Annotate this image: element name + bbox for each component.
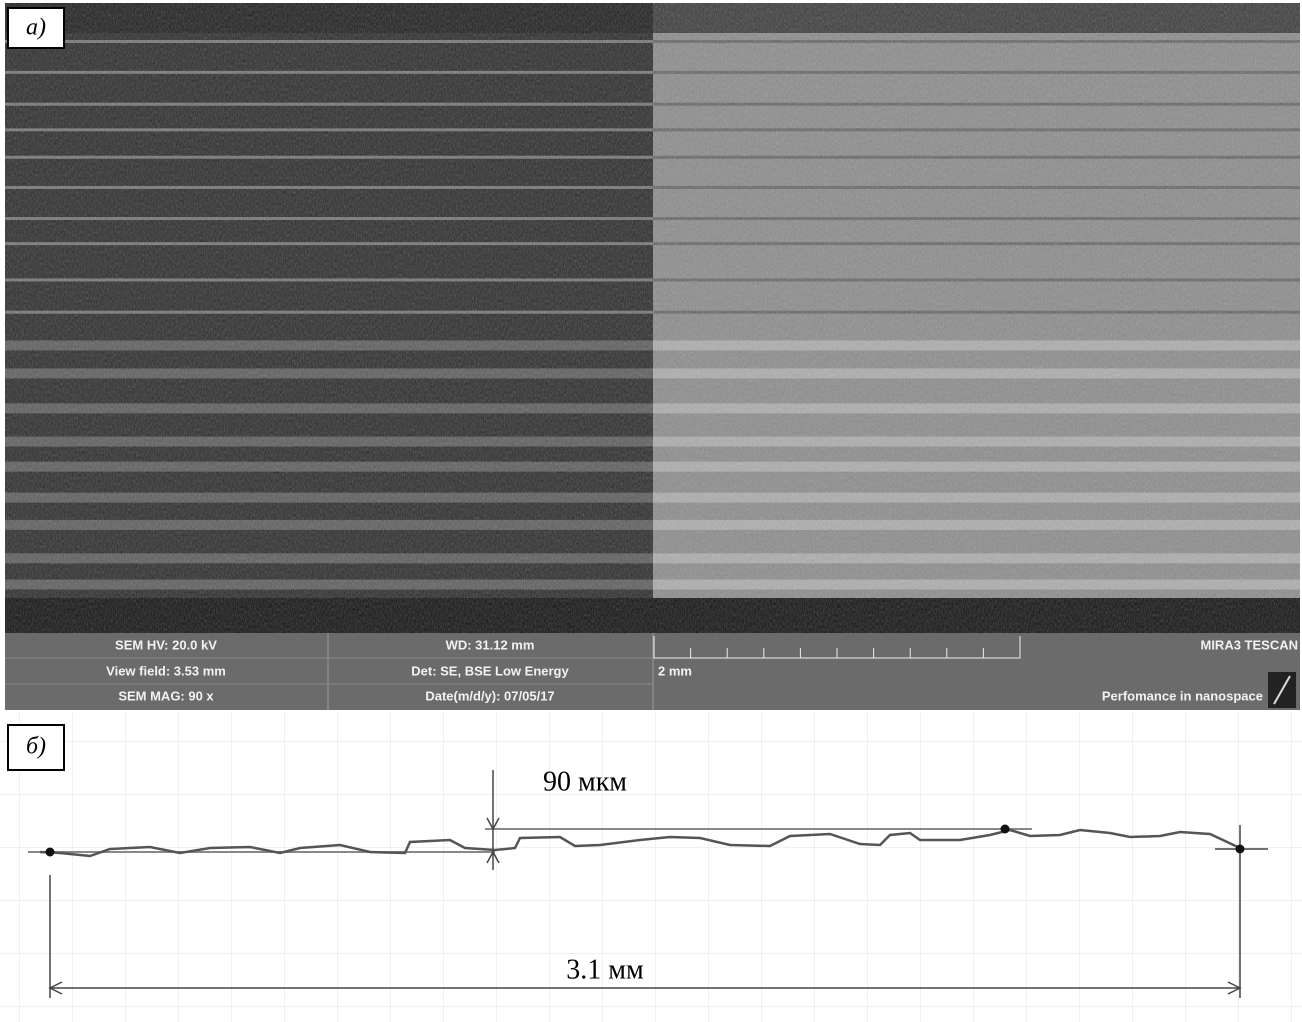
info-text: SEM MAG: 90 x: [118, 688, 214, 703]
length-label: 3.1 мм: [566, 954, 644, 985]
scale-bar: [653, 636, 1021, 659]
step-label: 90 мкм: [543, 766, 627, 797]
label-box: [7, 7, 65, 49]
info-text: Det: SE, BSE Low Energy: [411, 663, 569, 678]
panel-label: а): [26, 15, 46, 41]
info-bar: SEM HV: 20.0 kV View field: 3.53 mm SEM …: [5, 633, 1300, 710]
info-text: SEM HV: 20.0 kV: [115, 637, 217, 652]
panel-label: б): [26, 734, 46, 760]
point: [1235, 844, 1245, 854]
logo-mark: [1273, 675, 1291, 705]
info-text: View field: 3.53 mm: [106, 663, 226, 678]
arrow: [48, 981, 1242, 995]
texture: [5, 3, 1300, 633]
grid: [0, 712, 1302, 1022]
point: [1000, 824, 1010, 834]
arrow: [486, 817, 500, 864]
sem-image: [5, 3, 1300, 633]
profile-drawing: [28, 770, 1268, 998]
slogan: Perfomance in nanospace: [1102, 688, 1263, 703]
brand: MIRA3 TESCAN: [1200, 637, 1298, 652]
profile: [39, 828, 1241, 858]
info-text: Date(m/d/y): 07/05/17: [425, 688, 554, 703]
info-text: WD: 31.12 mm: [446, 637, 535, 652]
label-box: [7, 724, 65, 771]
scale-label: 2 mm: [658, 663, 692, 678]
point: [45, 847, 55, 857]
